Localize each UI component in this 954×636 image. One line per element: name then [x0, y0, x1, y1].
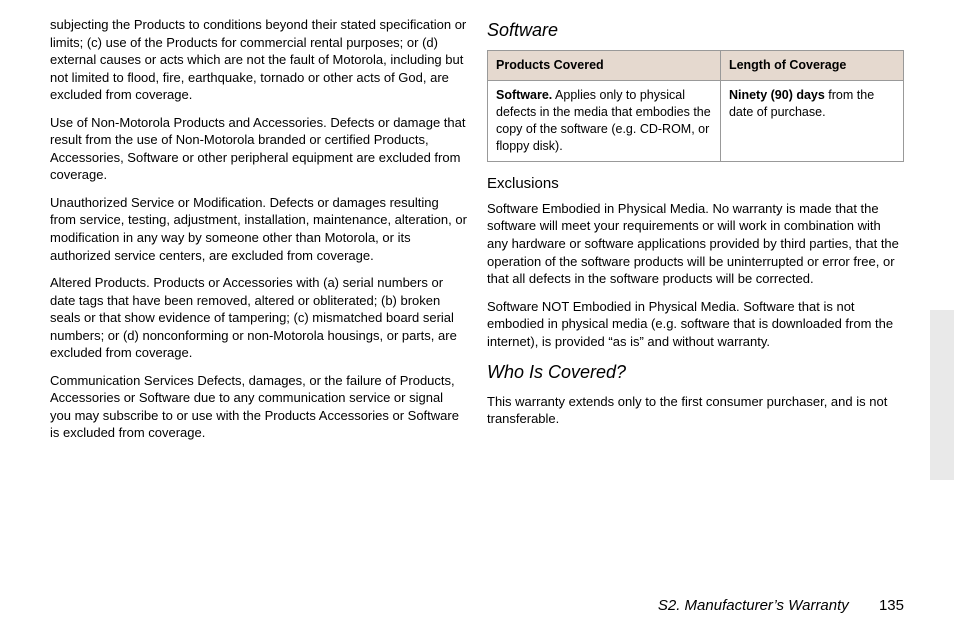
para-communication-services: Communication Services Defects, damages,…	[50, 372, 467, 442]
para-conditions: subjecting the Products to conditions be…	[50, 16, 467, 104]
th-products-covered: Products Covered	[488, 51, 721, 81]
para-altered-products: Altered Products. Products or Accessorie…	[50, 274, 467, 362]
td-length-bold: Ninety (90) days	[729, 88, 825, 102]
th-length-coverage: Length of Coverage	[720, 51, 903, 81]
td-products-bold: Software.	[496, 88, 552, 102]
para-non-motorola: Use of Non-Motorola Products and Accesso…	[50, 114, 467, 184]
para-who-covered: This warranty extends only to the first …	[487, 393, 904, 428]
page-footer: S2. Manufacturer’s Warranty 135	[658, 597, 904, 614]
coverage-table: Products Covered Length of Coverage Soft…	[487, 50, 904, 161]
table-row: Software. Applies only to physical defec…	[488, 81, 904, 162]
footer-page-number: 135	[879, 597, 904, 614]
right-column: Software Products Covered Length of Cove…	[487, 16, 904, 570]
heading-exclusions: Exclusions	[487, 174, 904, 194]
footer-section: S2. Manufacturer’s Warranty	[658, 597, 849, 614]
page-content: subjecting the Products to conditions be…	[0, 0, 954, 570]
left-column: subjecting the Products to conditions be…	[50, 16, 467, 570]
para-exclusion-not-embodied: Software NOT Embodied in Physical Media.…	[487, 298, 904, 351]
side-tab	[930, 310, 954, 480]
heading-software: Software	[487, 18, 904, 42]
para-unauthorized-service: Unauthorized Service or Modification. De…	[50, 194, 467, 264]
td-length-coverage: Ninety (90) days from the date of purcha…	[720, 81, 903, 162]
heading-who-covered: Who Is Covered?	[487, 360, 904, 384]
table-header-row: Products Covered Length of Coverage	[488, 51, 904, 81]
td-products-covered: Software. Applies only to physical defec…	[488, 81, 721, 162]
para-exclusion-embodied: Software Embodied in Physical Media. No …	[487, 200, 904, 288]
